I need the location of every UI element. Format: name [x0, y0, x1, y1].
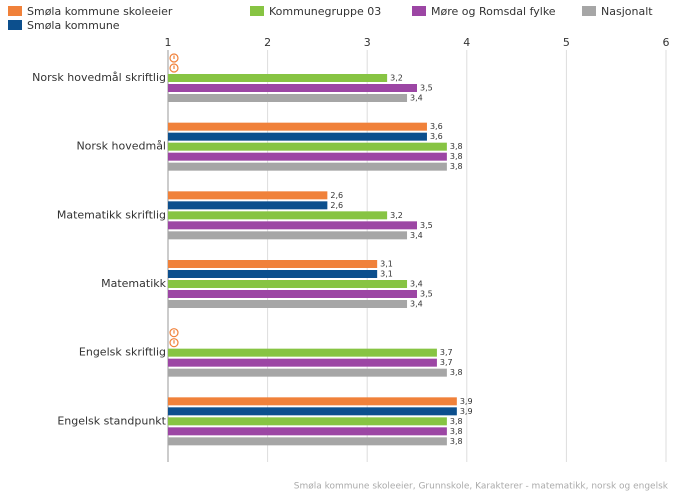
value-label: 3,9 — [460, 407, 473, 416]
value-label: 3,1 — [380, 260, 393, 269]
y-tick-label: Norsk hovedmål — [76, 140, 166, 153]
y-tick-label: Matematikk skriftlig — [57, 208, 166, 221]
bar — [168, 260, 378, 268]
value-label: 2,6 — [330, 201, 343, 210]
value-label: 3,4 — [410, 231, 423, 240]
bar — [168, 427, 447, 436]
bar — [168, 231, 408, 240]
bar — [168, 280, 408, 288]
value-label: 3,5 — [420, 290, 433, 299]
value-label: 3,7 — [440, 348, 453, 357]
bar — [168, 142, 447, 151]
value-label: 3,5 — [420, 84, 433, 93]
value-label: 3,4 — [410, 94, 423, 103]
bar — [168, 348, 437, 357]
bar — [168, 300, 408, 308]
bar — [168, 270, 378, 278]
value-label: 3,8 — [450, 368, 463, 377]
legend-swatch — [8, 6, 22, 16]
y-tick-label: Matematikk — [101, 277, 167, 290]
bar — [168, 122, 427, 131]
value-label: 3,8 — [450, 417, 463, 426]
value-label: 3,8 — [450, 152, 463, 161]
x-tick-label: 6 — [663, 36, 670, 49]
bar — [168, 152, 447, 161]
value-label: 3,8 — [450, 142, 463, 151]
bar — [168, 201, 328, 210]
bar — [168, 162, 447, 171]
value-label: 3,9 — [460, 397, 473, 406]
legend-swatch — [250, 6, 264, 16]
y-tick-label: Engelsk standpunkt — [57, 414, 166, 427]
bar — [168, 221, 417, 230]
value-label: 3,4 — [410, 300, 423, 309]
bar — [168, 437, 447, 446]
value-label: 3,7 — [440, 358, 453, 367]
legend-label: Smøla kommune skoleeier — [27, 5, 173, 18]
bar — [168, 358, 437, 367]
bar — [168, 417, 447, 426]
y-tick-label: Engelsk skriftlig — [79, 346, 166, 359]
x-tick-label: 5 — [563, 36, 570, 49]
bar — [168, 84, 417, 92]
bar — [168, 397, 457, 406]
bar — [168, 290, 417, 298]
legend-label: Kommunegruppe 03 — [269, 5, 381, 18]
value-label: 3,8 — [450, 162, 463, 171]
value-label: 3,8 — [450, 437, 463, 446]
y-tick-label: Norsk hovedmål skriftlig — [32, 71, 166, 84]
bar — [168, 368, 447, 377]
value-label: 3,2 — [390, 74, 403, 83]
value-label: 3,8 — [450, 427, 463, 436]
bar — [168, 74, 388, 82]
bar — [168, 191, 328, 200]
footnote: Smøla kommune skoleeier, Grunnskole, Kar… — [294, 482, 669, 492]
value-label: 3,2 — [390, 211, 403, 220]
legend-swatch — [8, 20, 22, 30]
legend-label: Smøla kommune — [27, 19, 120, 32]
value-label: 3,6 — [430, 132, 443, 141]
bar — [168, 211, 388, 220]
bar — [168, 94, 408, 102]
value-label: 3,4 — [410, 280, 423, 289]
value-label: 2,6 — [330, 191, 343, 200]
legend-label: Nasjonalt — [601, 5, 653, 18]
x-tick-label: 4 — [463, 36, 470, 49]
bar — [168, 132, 427, 141]
value-label: 3,1 — [380, 270, 393, 279]
x-tick-label: 2 — [264, 36, 271, 49]
legend-swatch — [582, 6, 596, 16]
x-tick-label: 3 — [364, 36, 371, 49]
bar — [168, 407, 457, 416]
legend-label: Møre og Romsdal fylke — [431, 5, 556, 18]
value-label: 3,5 — [420, 221, 433, 230]
value-label: 3,6 — [430, 122, 443, 131]
legend-swatch — [412, 6, 426, 16]
x-tick-label: 1 — [165, 36, 172, 49]
